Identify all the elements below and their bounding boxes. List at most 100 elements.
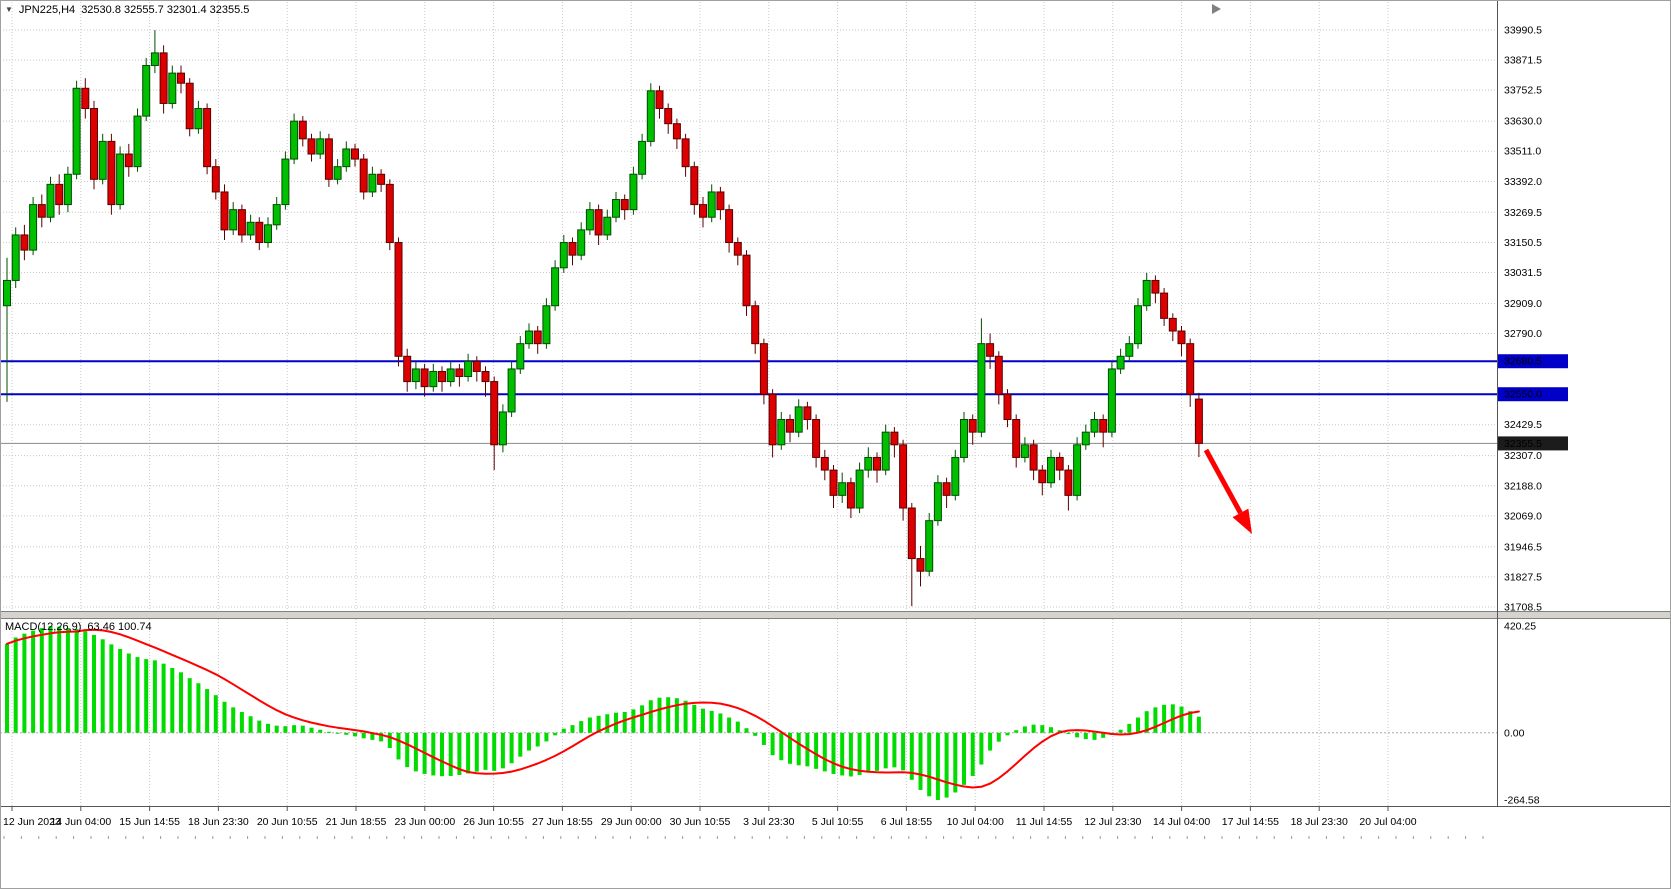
candle-bear	[594, 209, 603, 236]
time-axis-label: 3 Jul 23:30	[743, 816, 795, 828]
candle-bear	[664, 108, 673, 125]
candle-bear	[177, 72, 185, 84]
candle-bear	[533, 330, 542, 345]
candle-bull	[342, 148, 351, 168]
time-axis-label: 21 Jun 18:55	[326, 816, 387, 828]
candle-bear	[742, 254, 751, 307]
macd-axis-label: 0.00	[1504, 727, 1525, 739]
candle-bear	[377, 173, 386, 185]
candle-bull	[429, 370, 438, 388]
candle-bear	[655, 90, 664, 110]
candle-bull	[838, 482, 847, 496]
candle-bear	[90, 108, 98, 180]
chart-title-symbol: JPN225,H4	[18, 4, 76, 16]
candle-bull	[525, 330, 533, 345]
candle-bear	[490, 381, 499, 446]
candle-bull	[63, 173, 72, 206]
candle-bear	[20, 234, 29, 251]
price-axis-label: 32188.0	[1504, 480, 1542, 492]
candle-bear	[438, 370, 446, 383]
candle-bull	[368, 173, 377, 193]
candle-bull	[281, 158, 290, 206]
time-axis-label: 30 Jun 10:55	[670, 816, 731, 828]
candle-bear	[699, 204, 707, 218]
candle-bull	[577, 229, 586, 256]
candle-bear	[1168, 317, 1177, 332]
time-axis-label: 6 Jul 18:55	[881, 816, 933, 828]
candle-bull	[1047, 456, 1055, 484]
price-axis-label: 33392.0	[1504, 176, 1542, 188]
price-scale[interactable]: 33990.5 33871.5 33752.5 33630.0 33511.0 33392…	[1498, 25, 1568, 807]
candle-bear	[690, 166, 699, 206]
candle-bull	[707, 191, 716, 218]
price-axis-label: 33031.5	[1504, 267, 1542, 279]
candle-bull	[960, 419, 968, 458]
candle-bear	[185, 82, 194, 130]
time-axis-label: 29 Jun 00:00	[601, 816, 662, 828]
candle-bull	[1107, 368, 1116, 433]
panel-divider[interactable]	[0, 611, 1671, 619]
time-axis-label: 23 Jun 00:00	[394, 816, 455, 828]
indicator-values: 63.46 100.74	[87, 621, 152, 633]
candle-bear	[124, 153, 133, 168]
price-axis-label: 33630.0	[1504, 116, 1542, 128]
candle-bull	[542, 305, 551, 345]
candle-bear	[37, 204, 46, 218]
time-axis-label: 18 Jun 23:30	[188, 816, 249, 828]
candle-bear	[672, 123, 681, 140]
candle-bear	[907, 507, 916, 560]
candle-bull	[3, 279, 11, 307]
candle-bull	[446, 368, 455, 383]
candle-bear	[1177, 330, 1186, 345]
price-axis-label: 32307.0	[1504, 450, 1542, 462]
candle-bear	[803, 406, 812, 421]
candle-bull	[638, 140, 647, 175]
candle-bear	[846, 482, 855, 509]
candle-bear	[1194, 398, 1203, 444]
candle-bull	[194, 108, 203, 130]
time-axis-label: 27 Jun 18:55	[532, 816, 593, 828]
candle-bear	[916, 558, 925, 572]
axis-frame	[0, 0, 1671, 807]
candle-bear	[733, 242, 742, 256]
candle-bull	[168, 72, 177, 104]
candle-bear	[255, 221, 264, 244]
candle-bull	[133, 115, 142, 168]
candle-bull	[98, 140, 107, 180]
candle-bull	[1125, 343, 1134, 357]
candle-bull	[516, 343, 525, 370]
candle-bull	[977, 343, 986, 433]
candle-bull	[1081, 431, 1090, 446]
price-axis-label: 33871.5	[1504, 55, 1542, 67]
candle-bear	[1012, 419, 1021, 458]
price-axis-label: 33269.5	[1504, 207, 1542, 219]
candle-bear	[1160, 292, 1169, 319]
price-axis-label: 32429.5	[1504, 419, 1542, 431]
candle-bear	[786, 419, 794, 433]
candle-bear	[159, 52, 168, 104]
hline-price-tag	[1498, 354, 1568, 369]
candle-bear	[873, 456, 881, 471]
time-axis-label: 20 Jun 10:55	[257, 816, 318, 828]
indicator-name: MACD(12,26,9)	[5, 621, 82, 633]
time-axis-label: 14 Jul 04:00	[1153, 816, 1210, 828]
candle-bear	[324, 138, 333, 180]
indicator-label: MACD(12,26,9) 63.46 100.74	[5, 621, 152, 633]
chart-title-ohlc: 32530.8 32555.7 32301.4 32355.5	[81, 4, 250, 16]
candle-bear	[1064, 469, 1073, 496]
candle-bear	[620, 199, 629, 211]
candle-bear	[351, 148, 359, 160]
candle-bear	[107, 140, 116, 206]
time-axis-label: 11 Jul 14:55	[1016, 816, 1073, 828]
price-axis-label: 32790.0	[1504, 328, 1542, 340]
candle-bear	[568, 242, 577, 256]
candle-bull	[411, 368, 420, 383]
candle-bear	[1003, 393, 1012, 421]
price-axis-label: 33511.0	[1504, 146, 1541, 158]
symbol-dropdown-icon[interactable]: ▼	[5, 5, 13, 14]
trend-arrow-annotation[interactable]	[1203, 448, 1252, 534]
candle-bull	[464, 360, 473, 378]
